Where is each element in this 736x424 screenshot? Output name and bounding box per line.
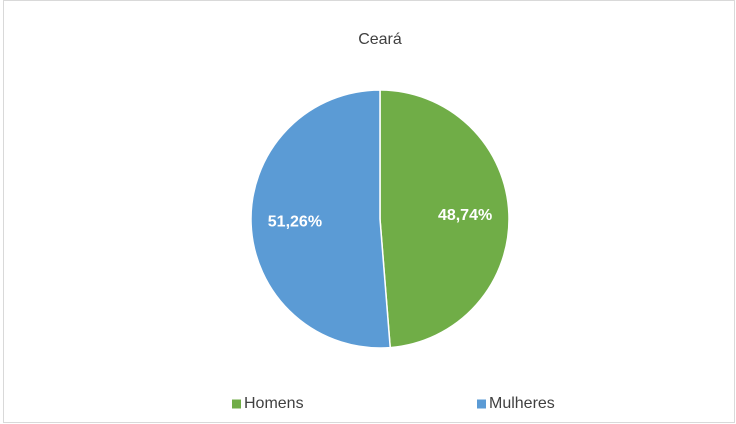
data-label: 51,26% bbox=[268, 214, 322, 231]
legend-label: Mulheres bbox=[489, 395, 555, 412]
legend-swatch bbox=[232, 399, 241, 409]
pie-slice bbox=[250, 89, 392, 349]
pie-slice bbox=[379, 89, 510, 349]
data-label: 48,74% bbox=[438, 207, 492, 224]
legend-label: Homens bbox=[244, 395, 304, 412]
legend-swatch bbox=[477, 399, 486, 409]
chart-title: Ceará bbox=[358, 31, 402, 48]
